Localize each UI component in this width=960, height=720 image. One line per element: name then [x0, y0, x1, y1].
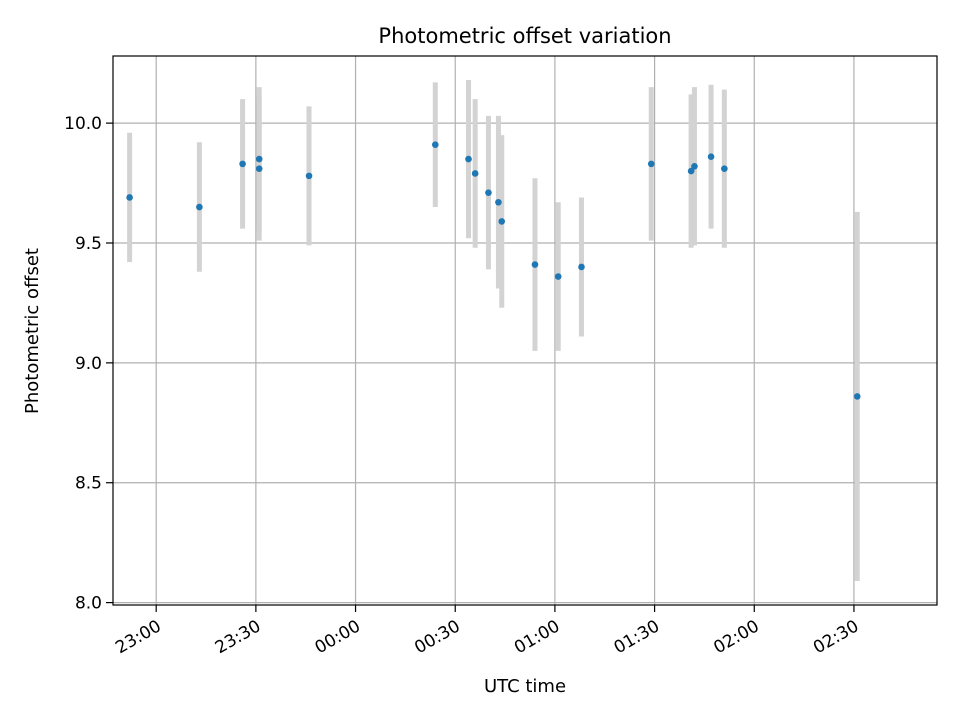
grid — [113, 56, 937, 605]
x-axis-label: UTC time — [484, 676, 566, 697]
plot-frame — [112, 55, 938, 606]
data-point — [255, 155, 263, 163]
y-axis-label: Photometric offset — [22, 248, 43, 414]
plot-area — [113, 56, 937, 605]
data-point — [721, 165, 728, 172]
y-tick-label: 10.0 — [64, 114, 102, 134]
data-point — [196, 203, 203, 211]
x-tick-label: 00:30 — [411, 616, 463, 658]
data-point — [531, 261, 539, 268]
data-point — [647, 160, 655, 168]
data-point — [465, 155, 472, 163]
y-tick-label: 8.0 — [75, 594, 102, 614]
x-tick-label: 01:00 — [511, 616, 563, 658]
y-tick-label: 8.5 — [75, 474, 102, 494]
x-tick-label: 00:00 — [312, 616, 364, 658]
data-point — [691, 162, 698, 170]
data-point — [471, 170, 479, 177]
x-tick-label: 01:30 — [611, 616, 663, 658]
data-point — [578, 263, 585, 271]
y-tick-label: 9.0 — [75, 354, 102, 374]
data-point — [554, 273, 562, 280]
x-tick-label: 02:30 — [810, 616, 862, 658]
data-point — [495, 198, 502, 206]
data-point — [485, 189, 492, 196]
data-points — [126, 141, 861, 400]
x-tick-label: 02:00 — [710, 616, 762, 658]
data-point — [255, 165, 263, 172]
data-point — [126, 194, 133, 201]
data-point — [305, 172, 313, 180]
chart-title: Photometric offset variation — [378, 24, 671, 48]
data-point — [498, 218, 506, 225]
data-point — [707, 153, 715, 160]
x-tick-label: 23:30 — [212, 616, 264, 658]
x-tick-label: 23:00 — [112, 616, 164, 658]
x-axis: 23:00 23:30 00:00 00:30 01:00 01:30 02:00 02:30 — [112, 605, 862, 658]
data-point — [687, 167, 695, 175]
y-axis: 8.0 8.5 9.0 9.5 10.0 — [64, 114, 113, 614]
y-tick-label: 9.5 — [75, 234, 102, 254]
data-point — [431, 141, 439, 149]
data-point — [853, 393, 861, 400]
data-point — [239, 160, 246, 168]
